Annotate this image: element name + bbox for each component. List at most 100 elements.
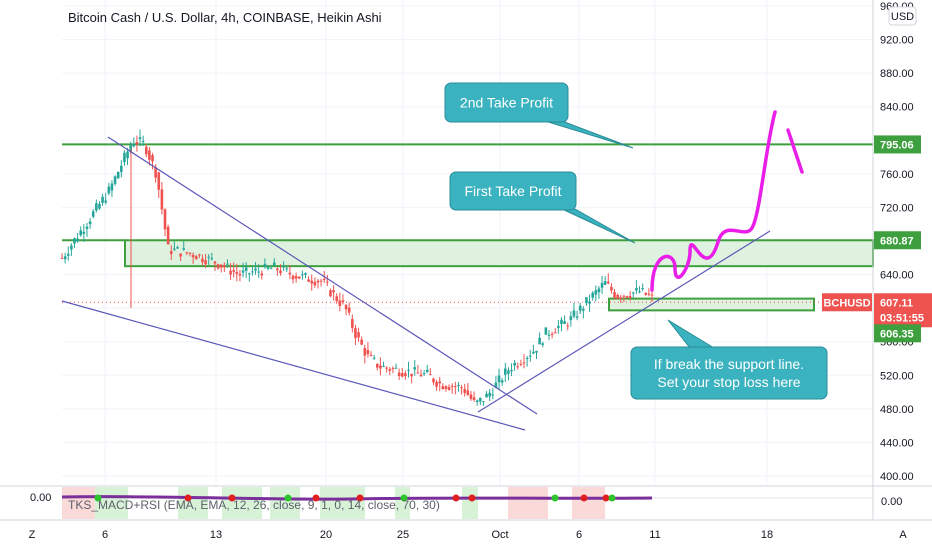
candle-body bbox=[73, 238, 76, 244]
candle-body bbox=[101, 196, 104, 203]
y-tick-label: 920.00 bbox=[880, 35, 914, 47]
candle-body bbox=[644, 292, 648, 295]
projected-path bbox=[650, 110, 804, 292]
x-tick-label: Oct bbox=[491, 529, 508, 541]
candle-body bbox=[535, 350, 538, 353]
candle-body bbox=[354, 328, 357, 339]
candle-body bbox=[454, 386, 457, 388]
candle-body bbox=[404, 373, 407, 377]
candle-body bbox=[332, 290, 335, 293]
stop-loss-callout-text: If break the support line. bbox=[654, 356, 804, 372]
candle-body bbox=[360, 339, 363, 345]
candle-body bbox=[157, 172, 161, 190]
indicator-band bbox=[462, 487, 478, 519]
stop-loss-zone bbox=[608, 297, 815, 312]
candle-body bbox=[282, 266, 285, 268]
x-tick-label: 13 bbox=[210, 529, 222, 541]
chart-title: Bitcoin Cash / U.S. Dollar, 4h, COINBASE… bbox=[68, 10, 382, 25]
candle-body bbox=[510, 369, 513, 372]
last-price-text: 607.11 bbox=[880, 297, 913, 309]
symbol-tag-bg bbox=[822, 293, 872, 312]
candle-body bbox=[544, 327, 548, 335]
candle-body bbox=[148, 150, 151, 160]
second-take-profit-callout-text: 2nd Take Profit bbox=[460, 95, 553, 111]
candle-body bbox=[413, 367, 417, 370]
candle-body bbox=[126, 151, 129, 159]
candle-body bbox=[419, 374, 423, 377]
falling-wedge-lower-line bbox=[61, 300, 526, 431]
indicator-band bbox=[222, 487, 262, 519]
candle-body bbox=[647, 293, 651, 295]
time-axis[interactable]: 6 13 20 25 Oct 6 11 18 bbox=[102, 529, 773, 541]
indicator-right-value: 0.00 bbox=[881, 496, 902, 508]
indicator-band bbox=[62, 487, 95, 519]
zoom-button[interactable]: Z bbox=[29, 529, 36, 541]
currency-button[interactable]: USD bbox=[888, 6, 917, 26]
candle-body bbox=[372, 357, 376, 359]
candle-body bbox=[235, 271, 239, 274]
last-price-tag-bg bbox=[874, 293, 932, 328]
indicator-dot bbox=[468, 494, 476, 502]
candle-body bbox=[248, 273, 251, 275]
candle-body bbox=[263, 263, 267, 268]
x-tick-label: 6 bbox=[576, 529, 582, 541]
candle-body bbox=[173, 248, 176, 250]
indicator-pane[interactable] bbox=[61, 487, 653, 519]
candle-body bbox=[294, 275, 298, 279]
currency-label: USD bbox=[891, 11, 914, 23]
candle-body bbox=[553, 332, 557, 334]
candle-body bbox=[113, 176, 117, 184]
candle-body bbox=[638, 291, 641, 293]
candle-body bbox=[591, 292, 594, 298]
candle-body bbox=[151, 155, 154, 162]
y-tick-label: 880.00 bbox=[880, 68, 914, 80]
candle-body bbox=[213, 261, 217, 264]
candle-body bbox=[563, 321, 566, 324]
candle-body bbox=[613, 292, 616, 298]
falling-wedge-upper-line bbox=[107, 136, 538, 415]
candle-body bbox=[98, 203, 101, 209]
candle-body bbox=[229, 270, 232, 275]
candle-body bbox=[425, 369, 429, 372]
candle-body bbox=[479, 397, 482, 402]
candle-body bbox=[575, 316, 579, 318]
candle-body bbox=[223, 265, 226, 268]
indicator-dot bbox=[452, 494, 460, 502]
candle-body bbox=[104, 200, 108, 203]
candle-body bbox=[163, 209, 167, 230]
candle-body bbox=[266, 266, 270, 269]
candle-body bbox=[422, 373, 426, 375]
candle-body bbox=[603, 281, 607, 285]
candle-body bbox=[488, 392, 491, 397]
candle-body bbox=[516, 366, 520, 368]
candle-body bbox=[582, 308, 585, 311]
indicator-band bbox=[320, 487, 365, 519]
candle-body bbox=[566, 325, 570, 327]
x-tick-label: 18 bbox=[761, 529, 773, 541]
stop-loss-tag-text: 606.35 bbox=[880, 328, 914, 340]
indicator-dot bbox=[602, 494, 610, 502]
indicator-band bbox=[508, 487, 548, 519]
first-take-profit-callout-box bbox=[449, 171, 577, 211]
candle-body bbox=[166, 226, 170, 245]
candle-body bbox=[70, 245, 73, 250]
y-tick-label: 840.00 bbox=[880, 102, 914, 114]
candle-body bbox=[257, 271, 260, 273]
support-line bbox=[477, 230, 771, 413]
candle-body bbox=[388, 369, 392, 371]
take-profit-1-zone bbox=[124, 239, 874, 268]
candle-body bbox=[460, 387, 463, 389]
candle-body bbox=[441, 386, 445, 390]
candle-body bbox=[260, 273, 264, 276]
candle-body bbox=[625, 296, 629, 298]
candle-body bbox=[201, 258, 204, 262]
candle-body bbox=[650, 294, 654, 296]
candle-body bbox=[472, 397, 476, 401]
candle-body bbox=[628, 296, 632, 298]
candle-body bbox=[322, 278, 326, 280]
candle-body bbox=[132, 143, 136, 147]
candle-body bbox=[494, 382, 498, 388]
candle-body bbox=[585, 297, 588, 304]
auto-scale-button[interactable]: A bbox=[899, 529, 907, 541]
